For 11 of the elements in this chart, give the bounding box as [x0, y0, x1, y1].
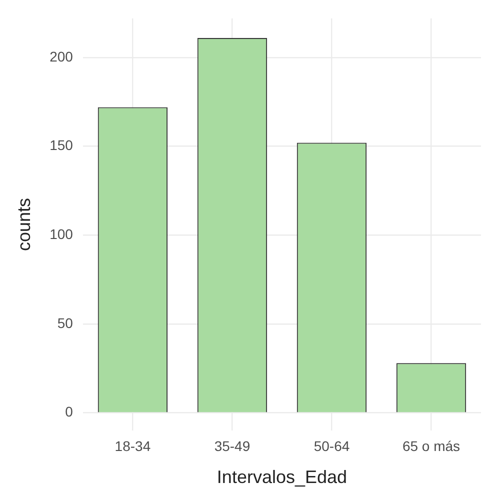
- x-axis-title: Intervalos_Edad: [216, 467, 348, 488]
- x-tick-label: 65 o más: [402, 438, 460, 454]
- y-axis-title: counts: [14, 198, 34, 252]
- x-tick-label: 50-64: [314, 438, 350, 454]
- y-tick-label: 100: [50, 226, 74, 242]
- x-tick-label: 35-49: [214, 438, 250, 454]
- y-tick-label: 0: [65, 404, 74, 420]
- y-tick-label: 150: [50, 137, 74, 154]
- x-tick-label: 18-34: [114, 438, 151, 454]
- y-tick-label: 50: [57, 314, 74, 331]
- y-tick-label: 200: [50, 48, 74, 64]
